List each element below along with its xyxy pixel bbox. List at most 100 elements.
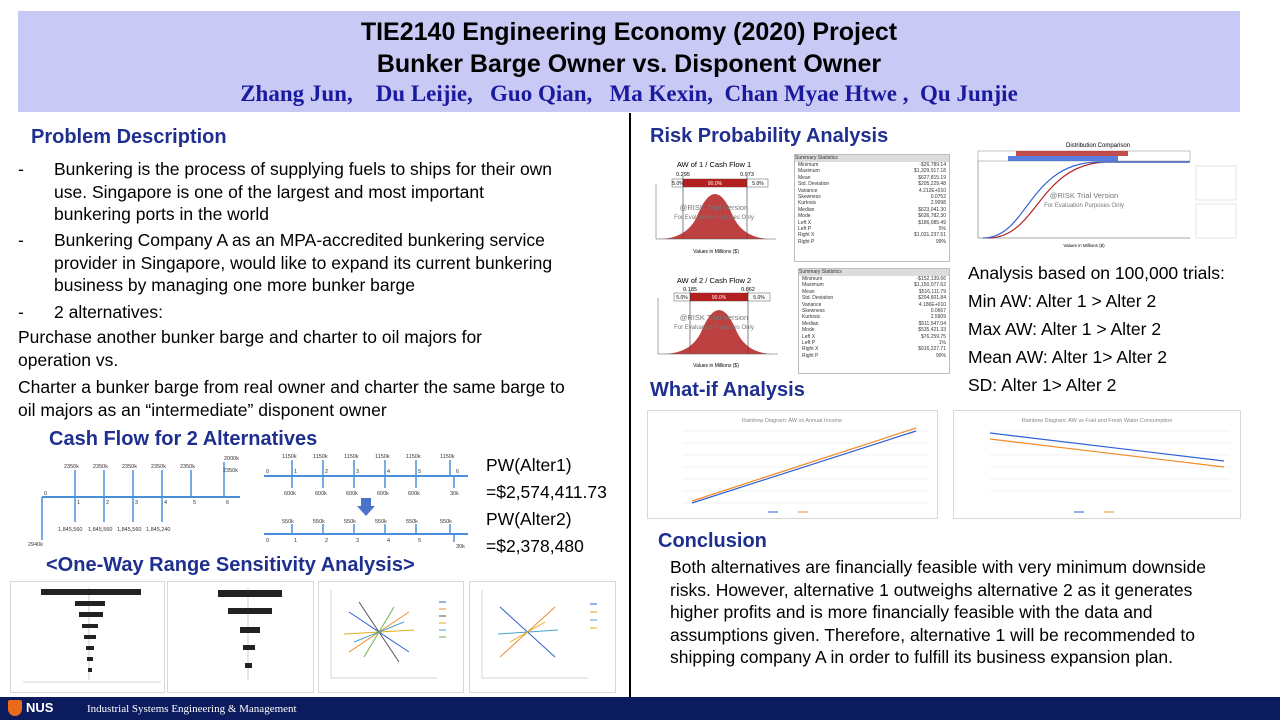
cf-label: 550k bbox=[313, 519, 325, 525]
cf-label: 550k bbox=[282, 519, 294, 525]
analysis-line: Analysis based on 100,000 trials: bbox=[968, 263, 1225, 283]
cf-label: 550k bbox=[344, 519, 356, 525]
stats-label: Mean bbox=[798, 174, 811, 181]
stats-row: Mean $627,815.19 bbox=[795, 175, 949, 181]
stats-value: $1,150,077.62 bbox=[914, 282, 946, 289]
risk-heading: Risk Probability Analysis bbox=[650, 125, 889, 147]
stats-row: Right P 99% bbox=[795, 239, 949, 245]
cf-label: 1150k bbox=[313, 454, 328, 460]
stats-label: Variance bbox=[798, 187, 818, 194]
stats-value: $1,031,237.51 bbox=[914, 232, 946, 239]
stats-value: 4.212E+010 bbox=[918, 187, 946, 194]
spider-chart-1 bbox=[318, 581, 464, 693]
alternative-1-text: Purchase another bunker barge and charte… bbox=[18, 327, 483, 370]
dist-xaxis: Values in Millions ($) bbox=[693, 249, 739, 255]
stats-value: 99% bbox=[935, 352, 946, 359]
cf-label: 30k bbox=[456, 544, 465, 550]
cf-label: 3 bbox=[356, 469, 359, 475]
stats-row: Right P 99% bbox=[799, 353, 949, 359]
dist-mark: 0.185 bbox=[683, 287, 697, 293]
pw-alt2-label: PW(Alter2) bbox=[486, 509, 572, 529]
dist-mark: 0.862 bbox=[741, 287, 755, 293]
stats-row: Kurtosis 2.9098 bbox=[795, 200, 949, 206]
stats-value: $535,421.33 bbox=[918, 327, 946, 334]
cf-label: 4 bbox=[387, 538, 390, 544]
stats-row: Right X $916,227.71 bbox=[799, 346, 949, 352]
stats-row: Mean $516,111.79 bbox=[799, 289, 949, 295]
stats-row: Skewness 0.0667 bbox=[799, 308, 949, 314]
stats-row: Right X $1,031,237.51 bbox=[795, 232, 949, 238]
cf-label: 0 bbox=[44, 491, 47, 497]
distribution-chart-2: AW of 2 / Cash Flow 2 0.185 0.862 5.0% 9… bbox=[638, 272, 790, 372]
watermark: For Evaluation Purposes Only bbox=[1044, 203, 1124, 209]
dist-pct: 5.0% bbox=[672, 181, 684, 187]
alternative-2-text: Charter a bunker barge from real owner a… bbox=[18, 377, 565, 420]
stats-row: Left X $186,085.49 bbox=[795, 220, 949, 226]
stats-row: Std. Deviation $205,229.48 bbox=[795, 181, 949, 187]
cf-label: 2350k bbox=[151, 464, 166, 470]
cf-label: 1 bbox=[294, 538, 297, 544]
tornado-chart-1 bbox=[10, 581, 165, 693]
stats-row: Left P 1% bbox=[799, 340, 949, 346]
rainbow-title: Rainbow Diagram: AW vs Annual Income bbox=[742, 418, 842, 424]
stats-label: Minimum bbox=[802, 276, 823, 282]
bullet-item: - Bunkering Company A as an MPA-accredit… bbox=[18, 229, 578, 297]
stats-label: Median bbox=[802, 320, 819, 327]
distribution-chart-1: AW of 1 / Cash Flow 1 0.295 0.973 5.0% 9… bbox=[636, 154, 792, 259]
cf-label: 600k bbox=[315, 491, 327, 497]
stats-value: 2.9098 bbox=[930, 200, 946, 207]
stats-row: Std. Deviation $204,601.84 bbox=[799, 295, 949, 301]
cf-label: 5 bbox=[193, 500, 196, 506]
stats-row: Maximum $1,329,917.18 bbox=[795, 168, 949, 174]
cf-label: 2350k bbox=[122, 464, 137, 470]
cf-label: 600k bbox=[346, 491, 358, 497]
column-divider bbox=[629, 113, 631, 697]
conclusion-text: Both alternatives are financially feasib… bbox=[670, 557, 1206, 667]
cf-label: 4 bbox=[387, 469, 390, 475]
stats-label: Median bbox=[798, 206, 815, 213]
stats-value: -$152,139.66 bbox=[916, 276, 946, 282]
stats-label: Left X bbox=[802, 333, 816, 340]
cashflow-heading: Cash Flow for 2 Alternatives bbox=[49, 428, 318, 450]
rainbow-chart-fuel: Rainbow Diagram: AW vs Fuel and Fresh Wa… bbox=[953, 410, 1241, 519]
stats-label: Right X bbox=[802, 346, 819, 353]
summary-stats-1: Summary Statistics Minimum -$26,789.14 Max… bbox=[794, 154, 950, 262]
stats-label: Maximum bbox=[798, 168, 820, 175]
stats-label: Maximum bbox=[802, 282, 824, 289]
cashflow-diagram-alt1: 2350k 2350k 2350k 2350k 2350k 2350k 2000… bbox=[28, 456, 240, 548]
cf-label: 1,845,560 bbox=[58, 527, 82, 533]
stats-label: Kurtosis bbox=[802, 314, 821, 321]
analysis-line: SD: Alter 1> Alter 2 bbox=[968, 375, 1117, 395]
cf-label: 2350k bbox=[180, 464, 195, 470]
dist-pct: 90.0% bbox=[712, 295, 727, 301]
cf-label: 600k bbox=[408, 491, 420, 497]
cf-label: 550k bbox=[375, 519, 387, 525]
sensitivity-heading: <One-Way Range Sensitivity Analysis> bbox=[46, 554, 415, 576]
stats-value: 99% bbox=[935, 238, 946, 245]
pw-results: PW(Alter1) =$2,574,411.73 PW(Alter2) =$2… bbox=[486, 452, 607, 560]
tornado-chart-2 bbox=[167, 581, 314, 693]
stats-label: Skewness bbox=[798, 193, 821, 200]
nus-logo: NUS bbox=[26, 700, 54, 715]
stats-label: Kurtosis bbox=[798, 200, 817, 207]
cf-label: 6 bbox=[226, 500, 229, 506]
cf-label: 5 bbox=[418, 469, 421, 475]
cf-label: 2940k bbox=[28, 542, 43, 548]
stats-value: $186,085.49 bbox=[918, 219, 946, 226]
department-name: Industrial Systems Engineering & Managem… bbox=[87, 703, 297, 715]
cf-label: 600k bbox=[377, 491, 389, 497]
bullet-item: - Bunkering is the process of supplying … bbox=[18, 158, 578, 226]
cashflow-diagram-alt2a: 1150k 1150k 1150k 1150k 1150k 1150k 600k… bbox=[264, 454, 468, 497]
stats-value: 1% bbox=[938, 339, 946, 346]
cf-label: 0 bbox=[266, 538, 269, 544]
dist-xaxis: Values in Millions ($) bbox=[1063, 243, 1105, 248]
summary-title: Summary Statistics bbox=[799, 269, 949, 276]
stats-row: Left X $76,259.75 bbox=[799, 334, 949, 340]
cf-label: 1150k bbox=[344, 454, 359, 460]
dist-pct: 5.0% bbox=[753, 295, 765, 301]
stats-label: Mode bbox=[802, 327, 815, 334]
cf-label: 5 bbox=[418, 538, 421, 544]
pw-alt1-value: =$2,574,411.73 bbox=[486, 482, 607, 502]
stats-label: Std. Deviation bbox=[802, 295, 834, 302]
footer-bar: NUS Industrial Systems Engineering & Man… bbox=[0, 697, 1280, 720]
